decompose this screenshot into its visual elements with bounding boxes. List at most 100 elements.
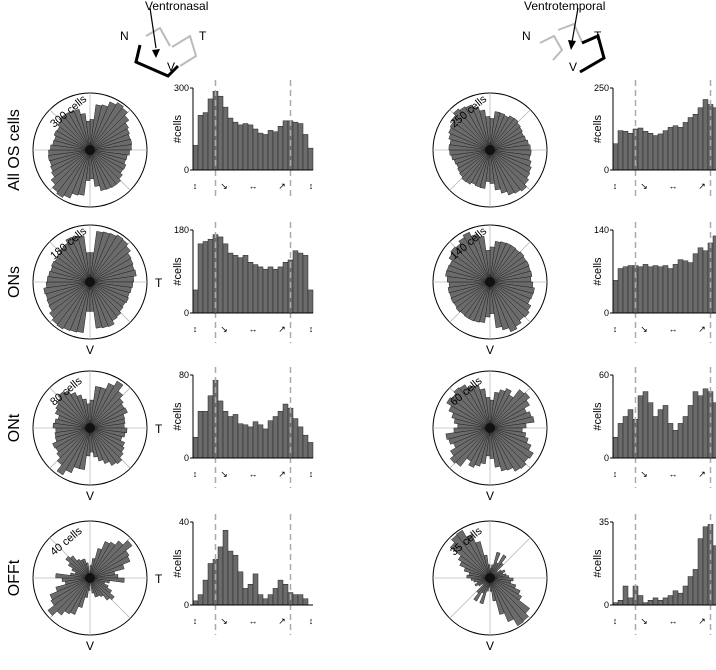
histogram-bar [612,143,619,171]
y-axis-label: #cells [172,549,184,578]
histogram-bar [207,563,214,606]
histogram-bar [222,411,229,459]
polar-wedge [89,281,95,312]
histogram-bar [257,132,264,171]
x-tick-arrow: ↕ [309,181,314,191]
polar-temporal-label: T [155,422,163,436]
histogram-bar [237,571,244,606]
chart-vn-all: 0 300 #cells ↕ ↘ ↔ ↗ ↕ 300 cells [32,80,314,208]
histogram-bar [242,424,249,459]
histogram-bar [647,133,654,171]
histogram-bar [682,585,689,606]
histogram-bar [682,260,689,314]
histogram-bar [657,600,664,606]
histogram-bar [617,268,624,314]
histogram-bar [247,584,254,606]
orientation-ventronasal: Ventronasal N T V [120,0,208,78]
histogram-bar [627,265,634,314]
x-tick-arrow: ↘ [640,616,648,626]
polar-ventral-label: V [86,343,94,357]
polar-ventral-label: V [486,343,494,357]
x-tick-arrow: ↗ [698,616,706,626]
x-tick-arrow: ↔ [249,181,258,191]
histogram-bar [697,395,704,459]
polar-center [485,145,495,155]
histogram-bar [692,253,699,314]
schematic-ventronasal-edge [134,44,180,78]
histogram-bar [217,546,224,606]
polar-ventral-label: V [486,639,494,653]
y-tick-label: 0 [604,453,609,463]
orientation-ventrotemporal: Ventrotemporal N T V [522,0,606,74]
polar-center [85,573,95,583]
histogram-bar [687,117,694,171]
histogram-bar [667,127,674,171]
histogram-bar [622,416,629,459]
x-tick-arrow: ↕ [613,616,618,626]
x-tick-arrow: ↘ [640,324,648,334]
histogram-bar [222,243,229,314]
histogram-bar [227,550,234,606]
polar-center [485,423,495,433]
y-tick-label: 0 [184,308,189,318]
x-tick-arrow: ↗ [278,181,286,191]
histogram-bar [662,597,669,606]
histogram-bar [222,530,229,606]
polar-wedge [489,427,495,459]
histogram-bar [227,252,234,314]
ventral-label: V [167,60,175,74]
polar-ventral-label: V [86,489,94,503]
polar-center [85,423,95,433]
histogram-bar [197,115,204,171]
x-tick-arrow: ↔ [669,469,678,479]
x-tick-arrow: ↗ [698,181,706,191]
histogram-bar [302,134,309,171]
histogram-bar [667,595,674,606]
polar-wedge [485,116,491,151]
histogram-bar [677,423,684,459]
histogram-bar [692,391,699,459]
histogram-bar [662,405,669,459]
polar-plot: 300 cells [32,92,148,208]
row-label-all-os: All OS cells [6,109,23,191]
histogram-bar [307,442,314,459]
histogram-bar [272,416,279,459]
histogram-bar [637,395,644,459]
histogram-bar [677,127,684,171]
polar-center [85,145,95,155]
histogram-bar [617,423,624,459]
histogram-bar [692,113,699,171]
eye-schematic-nasal [134,7,198,78]
y-axis-label: #cells [172,257,184,286]
histogram-bar [227,117,234,171]
histogram-bar [277,266,284,314]
histogram-bar [252,573,259,606]
histogram-bar [232,255,239,314]
histogram-bar [672,125,679,171]
ventral-label-2: V [569,60,577,74]
histogram-bar [232,121,239,171]
arrow-head-icon [152,49,160,58]
histogram-bar [652,265,659,314]
polar-temporal-label: T [155,276,163,290]
histogram-bar [272,268,279,314]
temporal-label: T [199,29,207,43]
histogram-bar [627,133,634,171]
histogram-bar [637,595,644,606]
histogram-bar [672,264,679,314]
histogram-bar [687,262,694,314]
y-tick-label: 0 [184,165,189,175]
histogram-bar [637,266,644,314]
histogram-bar [702,526,709,606]
histogram-bar [682,416,689,459]
histogram-bar [702,99,709,171]
schematic-arrow-2 [571,7,579,43]
histogram-bar [257,594,264,606]
y-tick-label: 0 [604,600,609,610]
histogram-bar [297,594,304,606]
histogram-bar [672,430,679,459]
histogram-bar [697,247,704,314]
